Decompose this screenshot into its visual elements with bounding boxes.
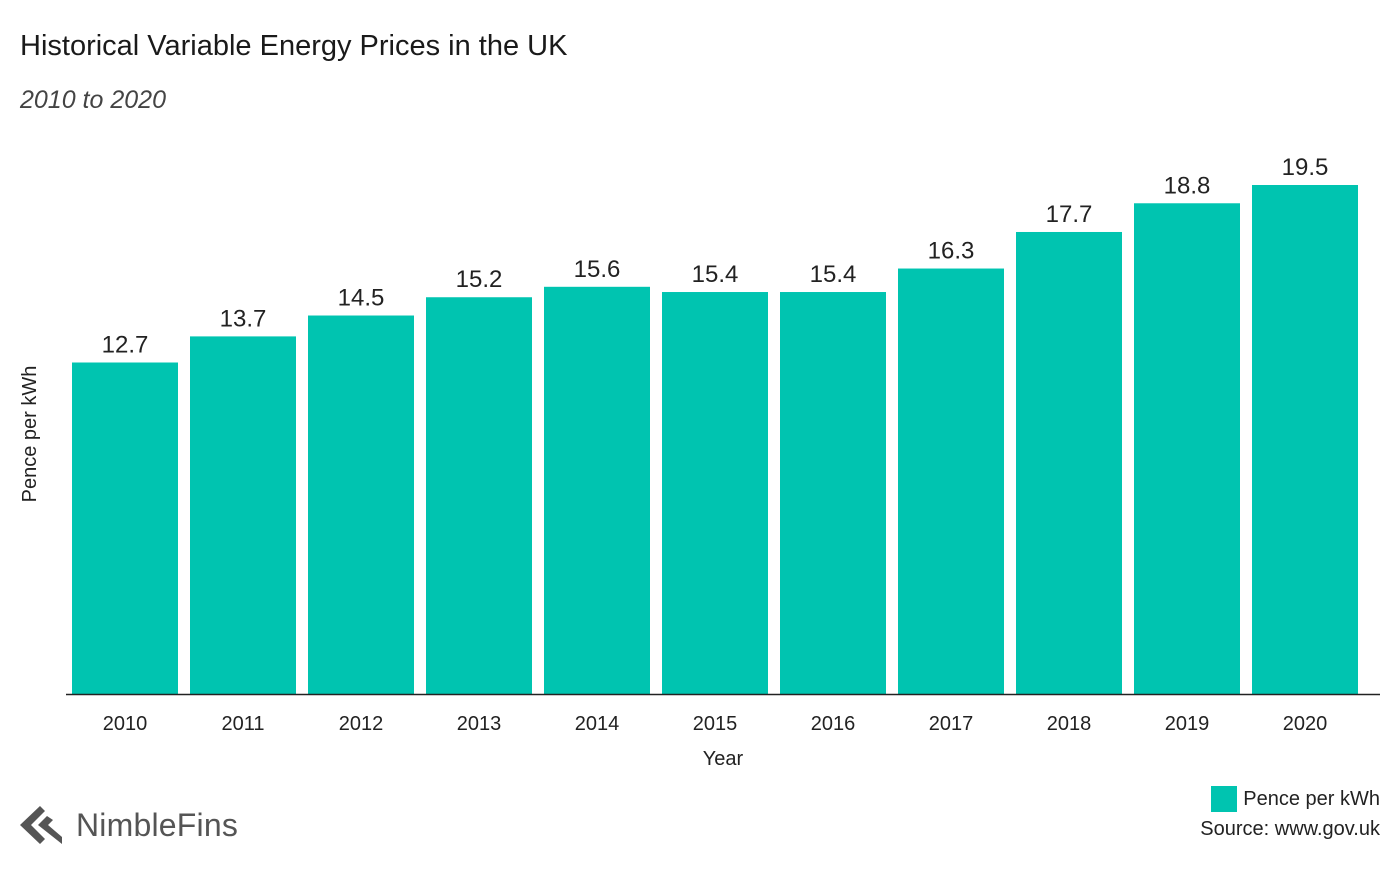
bar-2019 [1134,203,1240,694]
x-tick-label-2019: 2019 [1165,713,1210,735]
x-tick-label-2010: 2010 [103,713,148,735]
x-tick-label-2014: 2014 [575,713,620,735]
bar-2017 [898,268,1004,694]
brand-name: NimbleFins [76,806,239,843]
y-axis-label: Pence per kWh [19,366,41,503]
chart-title: Historical Variable Energy Prices in the… [20,30,568,62]
legend-swatch [1211,786,1238,812]
bar-2011 [190,336,296,694]
bar-2020 [1252,185,1358,694]
x-tick-label-2020: 2020 [1283,713,1328,735]
data-label-2017: 16.3 [928,238,975,265]
legend-label: Pence per kWh [1243,787,1380,810]
x-tick-label-2015: 2015 [693,713,738,735]
bar-2010 [72,362,178,694]
x-axis-label: Year [703,748,744,770]
data-label-2011: 13.7 [220,305,267,332]
brand-logo: NimbleFins [20,806,238,844]
nimblefins-logo-icon [20,806,62,844]
data-label-2013: 15.2 [456,266,503,293]
bar-2014 [544,286,650,694]
bar-2018 [1016,231,1122,694]
data-label-2010: 12.7 [102,331,149,358]
x-tick-label-2018: 2018 [1047,713,1092,735]
x-tick-label-2016: 2016 [811,713,856,735]
data-label-2014: 15.6 [574,256,621,283]
data-label-2016: 15.4 [810,261,857,288]
x-tick-label-2012: 2012 [339,713,384,735]
bar-2013 [426,297,532,694]
source-note: Source: www.gov.uk [1200,818,1380,840]
bar-2016 [780,292,886,694]
data-label-2015: 15.4 [692,261,739,288]
chart-subtitle: 2010 to 2020 [20,86,166,114]
data-label-2018: 17.7 [1046,201,1093,228]
legend: Pence per kWh [1211,786,1380,812]
x-tick-label-2017: 2017 [929,713,974,735]
bar-2012 [308,315,414,694]
bar-2015 [662,292,768,694]
x-tick-label-2011: 2011 [221,713,264,735]
x-tick-label-2013: 2013 [457,713,502,735]
data-label-2019: 18.8 [1164,172,1211,199]
data-label-2020: 19.5 [1282,154,1329,181]
data-label-2012: 14.5 [338,285,385,312]
